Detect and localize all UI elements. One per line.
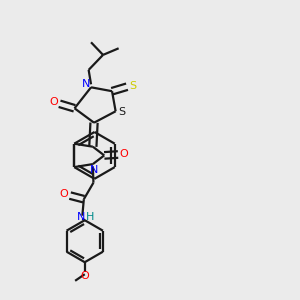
Text: O: O <box>49 97 58 107</box>
Text: S: S <box>130 81 136 91</box>
Text: N: N <box>89 165 98 175</box>
Text: N: N <box>81 79 90 89</box>
Text: S: S <box>118 107 125 117</box>
Text: O: O <box>80 271 89 281</box>
Text: H: H <box>85 212 94 223</box>
Text: N: N <box>77 212 86 223</box>
Text: O: O <box>119 149 128 159</box>
Text: O: O <box>60 189 68 199</box>
